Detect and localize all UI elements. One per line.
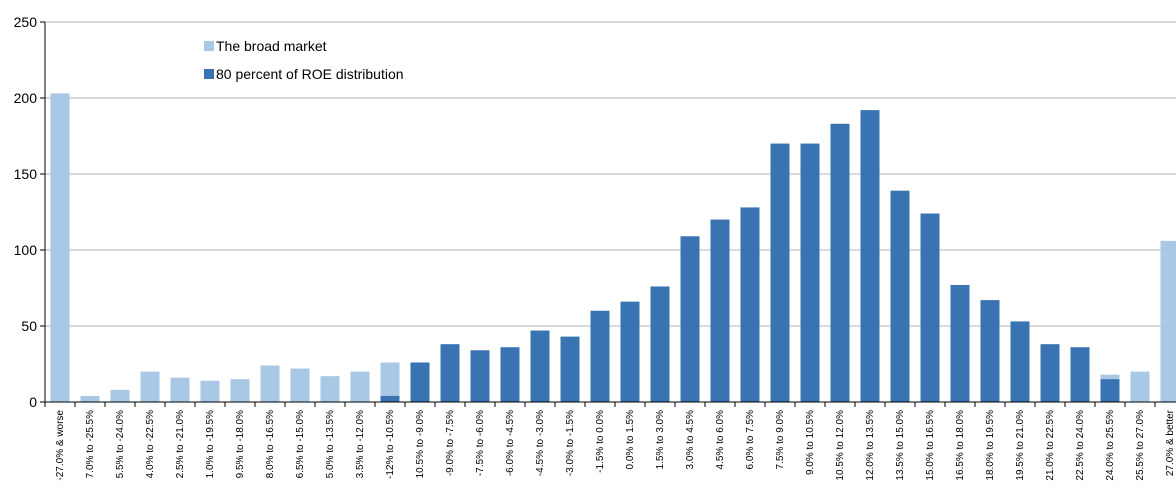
x-tick-label: 10.5% to 12.0%: [835, 410, 846, 481]
x-tick-label: 3.0% to 4.5%: [685, 410, 696, 470]
x-tick-labels: -27.0% & worse 7.0% to -25.5% 5.5% to -24.…: [55, 409, 1176, 480]
bar-roe80: [441, 344, 460, 402]
x-tick-label: 1.5% to 3.0%: [655, 410, 666, 470]
y-tick-label: 250: [14, 14, 38, 30]
x-tick-label: -4.5% to -3.0%: [535, 410, 546, 476]
y-tick-label: 200: [14, 90, 38, 106]
bar-roe80: [891, 191, 910, 402]
x-tick-label: 3.5% to -12.0%: [355, 410, 366, 478]
x-tick-label: 4.0% to -22.5%: [145, 410, 156, 478]
x-tick-label: 10.5% to -9.0%: [415, 410, 426, 478]
legend-label-roe80: 80 percent of ROE distribution: [216, 66, 404, 82]
bar-broad-market: [1131, 372, 1150, 402]
bar-roe80: [831, 124, 850, 402]
x-tick-label: 18.0% to 19.5%: [985, 410, 996, 481]
x-tick-label: 0.0% to 1.5%: [625, 410, 636, 470]
bar-broad-market: [81, 396, 100, 402]
bar-roe80: [801, 144, 820, 402]
bar-roe80: [1041, 344, 1060, 402]
x-tick-label: 25.5% to 27.0%: [1135, 410, 1146, 481]
bar-roe80: [591, 311, 610, 402]
bar-broad-market: [1161, 241, 1176, 402]
bars: [51, 93, 1176, 402]
x-tick-label: 22.5% to 24.0%: [1075, 410, 1086, 481]
bar-roe80: [771, 144, 790, 402]
x-tick-label: -27.0% & worse: [55, 410, 66, 481]
y-tick-label: 50: [21, 318, 37, 334]
y-tick-label: 100: [14, 242, 38, 258]
x-tick-label: 6.0% to 7.5%: [745, 410, 756, 470]
bar-broad-market: [141, 372, 160, 402]
bar-roe80: [681, 236, 700, 402]
x-tick-label: 27.0% & better: [1165, 409, 1176, 476]
x-tick-label: -3.0% to -1.5%: [565, 410, 576, 476]
x-tick-label: 24.0% to 25.5%: [1105, 410, 1116, 481]
bar-broad-market: [51, 93, 70, 402]
bar-roe80: [951, 285, 970, 402]
bar-broad-market: [321, 376, 340, 402]
axes: [45, 22, 1176, 407]
x-tick-label: -6.0% to -4.5%: [505, 410, 516, 476]
bar-broad-market: [201, 381, 220, 402]
x-tick-label: -1.5% to 0.0%: [595, 410, 606, 473]
bar-broad-market: [111, 390, 130, 402]
bar-broad-market: [351, 372, 370, 402]
x-tick-label: 7.0% to -25.5%: [85, 410, 96, 478]
x-tick-label: -7.5% to -6.0%: [475, 410, 486, 476]
y-tick-label: 150: [14, 166, 38, 182]
x-tick-label: 9.5% to -18.0%: [235, 410, 246, 478]
x-tick-label: 1.0% to -19.5%: [205, 410, 216, 478]
y-tick-labels: 0 50 100 150 200 250: [14, 14, 38, 410]
bar-roe80: [711, 220, 730, 402]
legend-label-broad-market: The broad market: [216, 38, 327, 54]
x-tick-label: 9.0% to 10.5%: [805, 410, 816, 475]
x-tick-label: 2.5% to -21.0%: [175, 410, 186, 478]
bar-roe80: [411, 362, 430, 402]
x-tick-label: 12.0% to 13.5%: [865, 410, 876, 481]
x-tick-label: 13.5% to 15.0%: [895, 410, 906, 481]
bar-roe80: [561, 337, 580, 402]
x-tick-label: 16.5% to 18.0%: [955, 410, 966, 481]
bar-roe80: [981, 300, 1000, 402]
x-tick-label: 15.0% to 16.5%: [925, 410, 936, 481]
x-tick-label: 5.0% to -13.5%: [325, 410, 336, 478]
bar-roe80: [861, 110, 880, 402]
bar-roe80: [1011, 321, 1030, 402]
bar-roe80: [921, 214, 940, 402]
x-tick-label: 4.5% to 6.0%: [715, 410, 726, 470]
bar-roe80: [531, 331, 550, 402]
bar-roe80: [621, 302, 640, 402]
bar-roe80: [741, 207, 760, 402]
x-tick-label: 21.0% to 22.5%: [1045, 410, 1056, 481]
bar-broad-market: [261, 366, 280, 402]
bar-roe80: [1101, 379, 1120, 402]
bar-broad-market: [231, 379, 250, 402]
legend: The broad market 80 percent of ROE distr…: [204, 38, 404, 82]
x-tick-label: 7.5% to 9.0%: [775, 410, 786, 470]
bar-broad-market: [291, 369, 310, 402]
bar-roe80: [651, 286, 670, 402]
x-tick-label: 5.5% to -24.0%: [115, 410, 126, 478]
bar-broad-market: [171, 378, 190, 402]
legend-swatch-roe80: [204, 69, 214, 79]
legend-swatch-broad-market: [204, 41, 214, 51]
bar-roe80: [381, 396, 400, 402]
x-tick-label: 19.5% to 21.0%: [1015, 410, 1026, 481]
x-tick-label: 8.0% to -16.5%: [265, 410, 276, 478]
bar-roe80: [501, 347, 520, 402]
bar-roe80: [471, 350, 490, 402]
x-tick-label: -12% to -10.5%: [385, 410, 396, 479]
y-tick-label: 0: [29, 394, 37, 410]
x-tick-label: 6.5% to -15.0%: [295, 410, 306, 478]
bar-roe80: [1071, 347, 1090, 402]
x-tick-label: -9.0% to -7.5%: [445, 410, 456, 476]
